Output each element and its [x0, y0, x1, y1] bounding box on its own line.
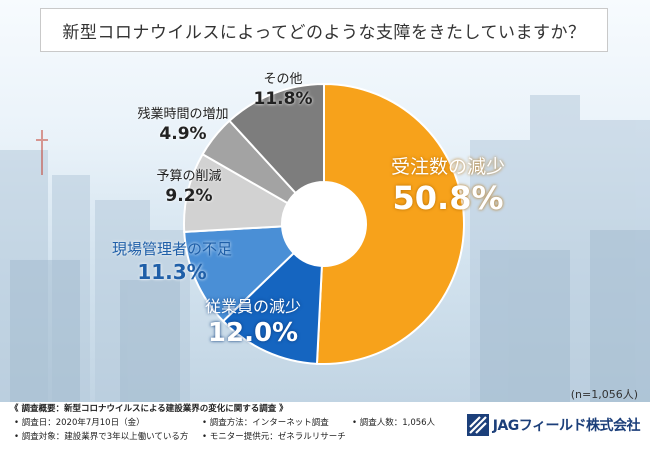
slice-value: 50.8% — [392, 179, 504, 217]
slice-name: 現場管理者の不足 — [112, 240, 233, 258]
sample-size-note: (n=1,056人) — [570, 388, 638, 401]
slice-label-6: その他 11.8% — [254, 73, 313, 108]
slice-label-1: 受注数の減少 50.8% — [391, 156, 506, 217]
survey-count: • 調査人数：1,056人 — [352, 418, 436, 428]
survey-heading: 《 調査概要：新型コロナウイルスによる建設業界の変化に関する調査 》 — [10, 404, 288, 414]
slice-label-4: 予算の削減 9.2% — [157, 170, 222, 205]
slice-value: 11.3% — [137, 260, 207, 284]
logo-text: JAGフィールド株式会社 — [492, 418, 641, 434]
company-logo: JAGフィールド株式会社 — [466, 414, 641, 436]
donut-chart — [183, 82, 465, 365]
slice-value: 12.0% — [207, 317, 299, 348]
donut-hole — [282, 182, 366, 266]
slice-value: 4.9% — [159, 123, 207, 144]
slice-name: その他 — [263, 71, 303, 87]
slice-name: 従業員の減少 — [205, 296, 302, 316]
survey-method: • 調査方法：インターネット調査 — [202, 418, 329, 428]
city-background — [0, 0, 650, 402]
slice-label-3: 現場管理者の不足 11.3% — [112, 240, 233, 284]
survey-provider: • モニター提供元：ゼネラルリサーチ — [202, 432, 346, 442]
survey-target: • 調査対象：建設業界で3年以上働いている方 — [14, 432, 189, 442]
slice-value: 9.2% — [165, 185, 213, 206]
slice-value: 11.8% — [253, 88, 313, 109]
survey-summary: 《 調査概要：新型コロナウイルスによる建設業界の変化に関する調査 》 • 調査日… — [0, 402, 650, 450]
survey-date: • 調査日：2020年7月10日（金） — [14, 418, 145, 428]
slice-label-5: 残業時間の増加 4.9% — [138, 108, 229, 143]
slice-name: 受注数の減少 — [391, 156, 506, 178]
slice-name: 予算の削減 — [156, 168, 222, 184]
jag-logo-icon — [466, 414, 489, 436]
slice-label-2: 従業員の減少 12.0% — [205, 296, 302, 348]
slice-name: 残業時間の増加 — [137, 106, 229, 122]
page-title: 新型コロナウイルスによってどのような支障をきたしていますか？ — [40, 8, 608, 52]
